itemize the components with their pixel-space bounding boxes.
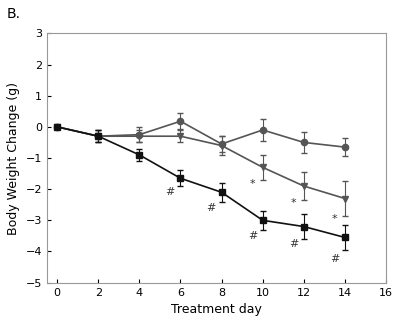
Text: *: * [250, 180, 255, 190]
X-axis label: Treatment day: Treatment day [171, 303, 262, 316]
Text: *: * [332, 214, 338, 224]
Y-axis label: Body Weight Change (g): Body Weight Change (g) [7, 81, 20, 234]
Text: #: # [207, 203, 216, 213]
Text: *: * [291, 198, 296, 208]
Text: #: # [166, 187, 175, 197]
Text: #: # [289, 239, 298, 249]
Text: #: # [330, 254, 339, 264]
Text: B.: B. [6, 7, 20, 21]
Text: #: # [248, 231, 257, 241]
